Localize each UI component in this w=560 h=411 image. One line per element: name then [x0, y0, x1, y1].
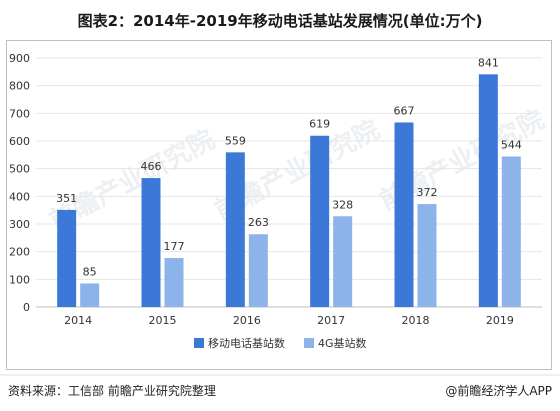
bar	[225, 152, 245, 307]
bar-chart: 0 100 200 300 400 500 600 700 800 900 351 85 2014 466…	[9, 52, 542, 350]
x-tick-label: 2016	[233, 314, 261, 327]
bar	[333, 216, 353, 307]
bar	[80, 283, 100, 307]
bar	[417, 204, 437, 307]
footer-divider	[0, 374, 560, 376]
bar	[248, 234, 268, 307]
x-tick-label: 2018	[402, 314, 430, 327]
bar	[57, 209, 77, 307]
data-label: 544	[501, 138, 522, 151]
legend-label: 4G基站数	[318, 336, 367, 350]
y-tick-label: 400	[9, 190, 30, 203]
y-tick-label: 900	[9, 52, 30, 65]
x-tick-label: 2014	[64, 314, 92, 327]
data-label: 263	[248, 216, 269, 229]
x-tick-label: 2015	[149, 314, 177, 327]
bar	[501, 156, 521, 307]
bar	[141, 178, 161, 307]
y-tick-label: 300	[9, 218, 30, 231]
chart-title: 图表2：2014年-2019年移动电话基站发展情况(单位:万个)	[77, 12, 483, 30]
data-label: 466	[141, 160, 162, 173]
legend-swatch	[304, 338, 314, 348]
brand-credit: @前瞻经济学人APP	[445, 384, 552, 398]
bar	[310, 135, 330, 307]
bar	[164, 258, 184, 307]
chart-frame	[6, 40, 552, 370]
data-label: 85	[83, 265, 97, 278]
data-label: 619	[309, 118, 330, 131]
source-note: 资料来源：工信部 前瞻产业研究院整理	[8, 384, 216, 398]
y-tick-label: 800	[9, 80, 30, 93]
data-label: 841	[478, 56, 499, 69]
bar	[394, 122, 414, 307]
x-tick-label: 2017	[317, 314, 345, 327]
y-tick-label: 700	[9, 107, 30, 120]
bar	[478, 74, 498, 307]
legend-swatch	[194, 338, 204, 348]
y-tick-label: 100	[9, 273, 30, 286]
y-tick-label: 200	[9, 246, 30, 259]
x-tick-label: 2019	[486, 314, 514, 327]
legend-label: 移动电话基站数	[208, 336, 285, 350]
data-label: 667	[394, 104, 415, 117]
y-tick-label: 0	[23, 301, 30, 314]
data-label: 559	[225, 134, 246, 147]
data-label: 328	[332, 198, 353, 211]
data-label: 177	[164, 240, 185, 253]
data-label: 351	[56, 192, 77, 205]
y-tick-label: 500	[9, 163, 30, 176]
data-label: 372	[417, 186, 438, 199]
y-tick-label: 600	[9, 135, 30, 148]
